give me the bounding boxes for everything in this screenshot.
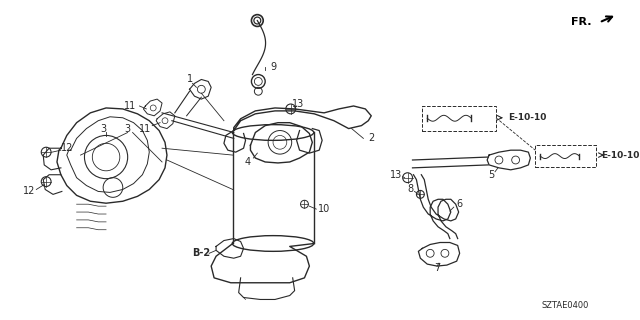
Text: 3: 3 [125,124,131,133]
Text: 4: 4 [244,157,251,167]
Text: 1: 1 [186,75,193,84]
Text: 2: 2 [368,133,374,143]
Text: SZTAE0400: SZTAE0400 [541,301,588,310]
Text: B-2: B-2 [192,248,211,258]
Text: 13: 13 [390,170,402,180]
Text: 8: 8 [408,184,413,195]
Text: 12: 12 [23,187,36,196]
Text: 5: 5 [488,170,494,180]
Text: 11: 11 [124,101,136,111]
Text: 6: 6 [456,199,463,209]
Text: 12: 12 [61,143,73,153]
Text: E-10-10: E-10-10 [508,113,547,122]
Bar [535,145,596,167]
Text: 9: 9 [270,62,276,72]
Text: FR.: FR. [571,18,591,28]
Text: E-10-10: E-10-10 [602,151,640,160]
Text: 13: 13 [291,99,304,109]
Text: 10: 10 [318,204,330,214]
Text: 3: 3 [100,124,106,133]
Text: 11: 11 [140,124,152,133]
Text: 7: 7 [434,263,440,273]
Bar [422,106,496,131]
